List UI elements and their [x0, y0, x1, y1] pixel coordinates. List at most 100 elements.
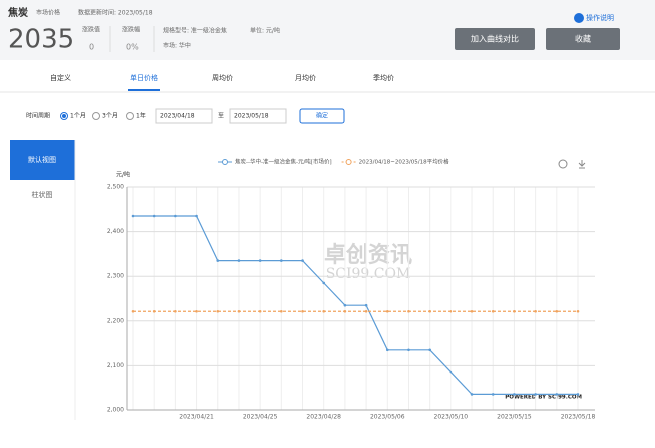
- point: [513, 393, 516, 396]
- refresh-icon[interactable]: [558, 159, 568, 169]
- point: [428, 348, 431, 352]
- point: [131, 309, 135, 313]
- point: [407, 309, 410, 313]
- chart: 2,000 2,100 2,200 2,300 2,400 2,500 2023/04/21…: [107, 158, 596, 421]
- point: [216, 309, 220, 313]
- point: [280, 309, 283, 313]
- point: [470, 309, 474, 313]
- help-link[interactable]: 操作说明: [586, 13, 614, 22]
- point: [385, 309, 389, 313]
- point: [449, 370, 453, 374]
- favorite-button[interactable]: [546, 28, 620, 50]
- favorite-button-label[interactable]: 收藏: [575, 34, 591, 44]
- x-tick-label: 2023/04/28: [306, 414, 341, 421]
- sidebar-item[interactable]: 柱状图: [32, 190, 53, 199]
- tab[interactable]: 周均价: [212, 73, 233, 82]
- point: [280, 259, 283, 262]
- point: [343, 309, 347, 313]
- radio[interactable]: [92, 112, 100, 120]
- sidebar-active[interactable]: [10, 140, 75, 180]
- legend-marker: [222, 159, 228, 165]
- point: [237, 259, 241, 262]
- point: [449, 309, 453, 313]
- header-bg: [0, 0, 655, 60]
- spec: 规格型号: 准一级冶金焦: [163, 27, 227, 35]
- y-tick-label: 2,300: [107, 273, 124, 280]
- point: [322, 309, 326, 313]
- watermark: SCI99.COM: [326, 266, 411, 282]
- tab[interactable]: 季均价: [373, 73, 394, 82]
- start-date[interactable]: 2023/04/18: [160, 113, 195, 120]
- radio-dot[interactable]: [62, 114, 66, 118]
- y-tick-label: 2,400: [107, 228, 124, 235]
- market-label: 市场价格: [36, 9, 60, 17]
- update-time: 数据更新时间: 2023/05/18: [78, 9, 153, 17]
- point: [576, 309, 580, 313]
- y-tick-label: 2,000: [107, 407, 124, 414]
- point: [258, 309, 262, 313]
- x-tick-label: 2023/05/06: [370, 414, 405, 421]
- point: [555, 309, 559, 313]
- point: [428, 309, 431, 313]
- filter-label: 时间周期: [26, 112, 50, 120]
- change: 0: [89, 43, 94, 52]
- point: [343, 303, 347, 307]
- tab[interactable]: 自定义: [50, 73, 71, 82]
- point: [534, 309, 537, 313]
- to-label: 至: [218, 113, 224, 120]
- point: [322, 281, 326, 285]
- radio-label[interactable]: 1个月: [70, 113, 86, 120]
- help-icon[interactable]: [574, 13, 584, 23]
- tab-underline: [128, 89, 160, 91]
- point: [301, 309, 304, 313]
- x-tick-label: 2023/05/15: [497, 414, 532, 421]
- point: [301, 259, 304, 262]
- tab[interactable]: 单日价格: [130, 73, 158, 82]
- end-date[interactable]: 2023/05/18: [234, 113, 269, 120]
- confirm-button[interactable]: [299, 108, 345, 124]
- point: [152, 309, 156, 313]
- point: [513, 309, 516, 313]
- legend-marker: [345, 159, 352, 165]
- change-pct: 0%: [126, 43, 139, 52]
- point: [174, 214, 177, 218]
- market: 市场: 华中: [163, 42, 191, 50]
- point: [491, 309, 495, 313]
- legend-label[interactable]: 2023/04/18~2023/05/18平均价格: [359, 158, 450, 166]
- x-tick-label: 2023/04/25: [243, 414, 278, 421]
- start-date-input[interactable]: [155, 108, 213, 124]
- y-axis-label: 元/吨: [116, 171, 130, 179]
- legend-label[interactable]: 焦炭--华中-准一级冶金焦-元/吨[市场价]: [235, 158, 332, 166]
- series-line: [133, 215, 578, 395]
- point: [152, 214, 156, 218]
- radio-label[interactable]: 3个月: [102, 113, 118, 120]
- point: [576, 393, 580, 396]
- point: [364, 303, 368, 307]
- point: [470, 393, 474, 396]
- end-date-input[interactable]: [229, 108, 287, 124]
- point: [385, 348, 389, 352]
- radio[interactable]: [126, 112, 134, 120]
- point: [258, 259, 262, 262]
- point: [195, 309, 198, 313]
- compare-button-label[interactable]: 加入曲线对比: [471, 34, 519, 44]
- radio-label[interactable]: 1年: [136, 112, 146, 120]
- tab[interactable]: 月均价: [295, 73, 316, 82]
- point: [216, 259, 220, 262]
- x-tick-label: 2023/05/10: [434, 414, 469, 421]
- download-icon[interactable]: [578, 160, 586, 169]
- price: 2035: [8, 25, 74, 55]
- point: [555, 393, 559, 396]
- powered-by: POWERED BY SCI99.COM: [505, 395, 582, 401]
- radio-group: 1个月 3个月 1年: [60, 112, 146, 120]
- confirm-label[interactable]: 确定: [316, 112, 328, 120]
- point: [534, 393, 537, 396]
- compare-button[interactable]: [455, 28, 535, 50]
- unit: 单位: 元/吨: [250, 27, 280, 35]
- point: [195, 214, 198, 218]
- sidebar-item[interactable]: 默认视图: [28, 155, 56, 164]
- point: [491, 393, 495, 396]
- x-tick-label: 2023/04/21: [179, 414, 214, 421]
